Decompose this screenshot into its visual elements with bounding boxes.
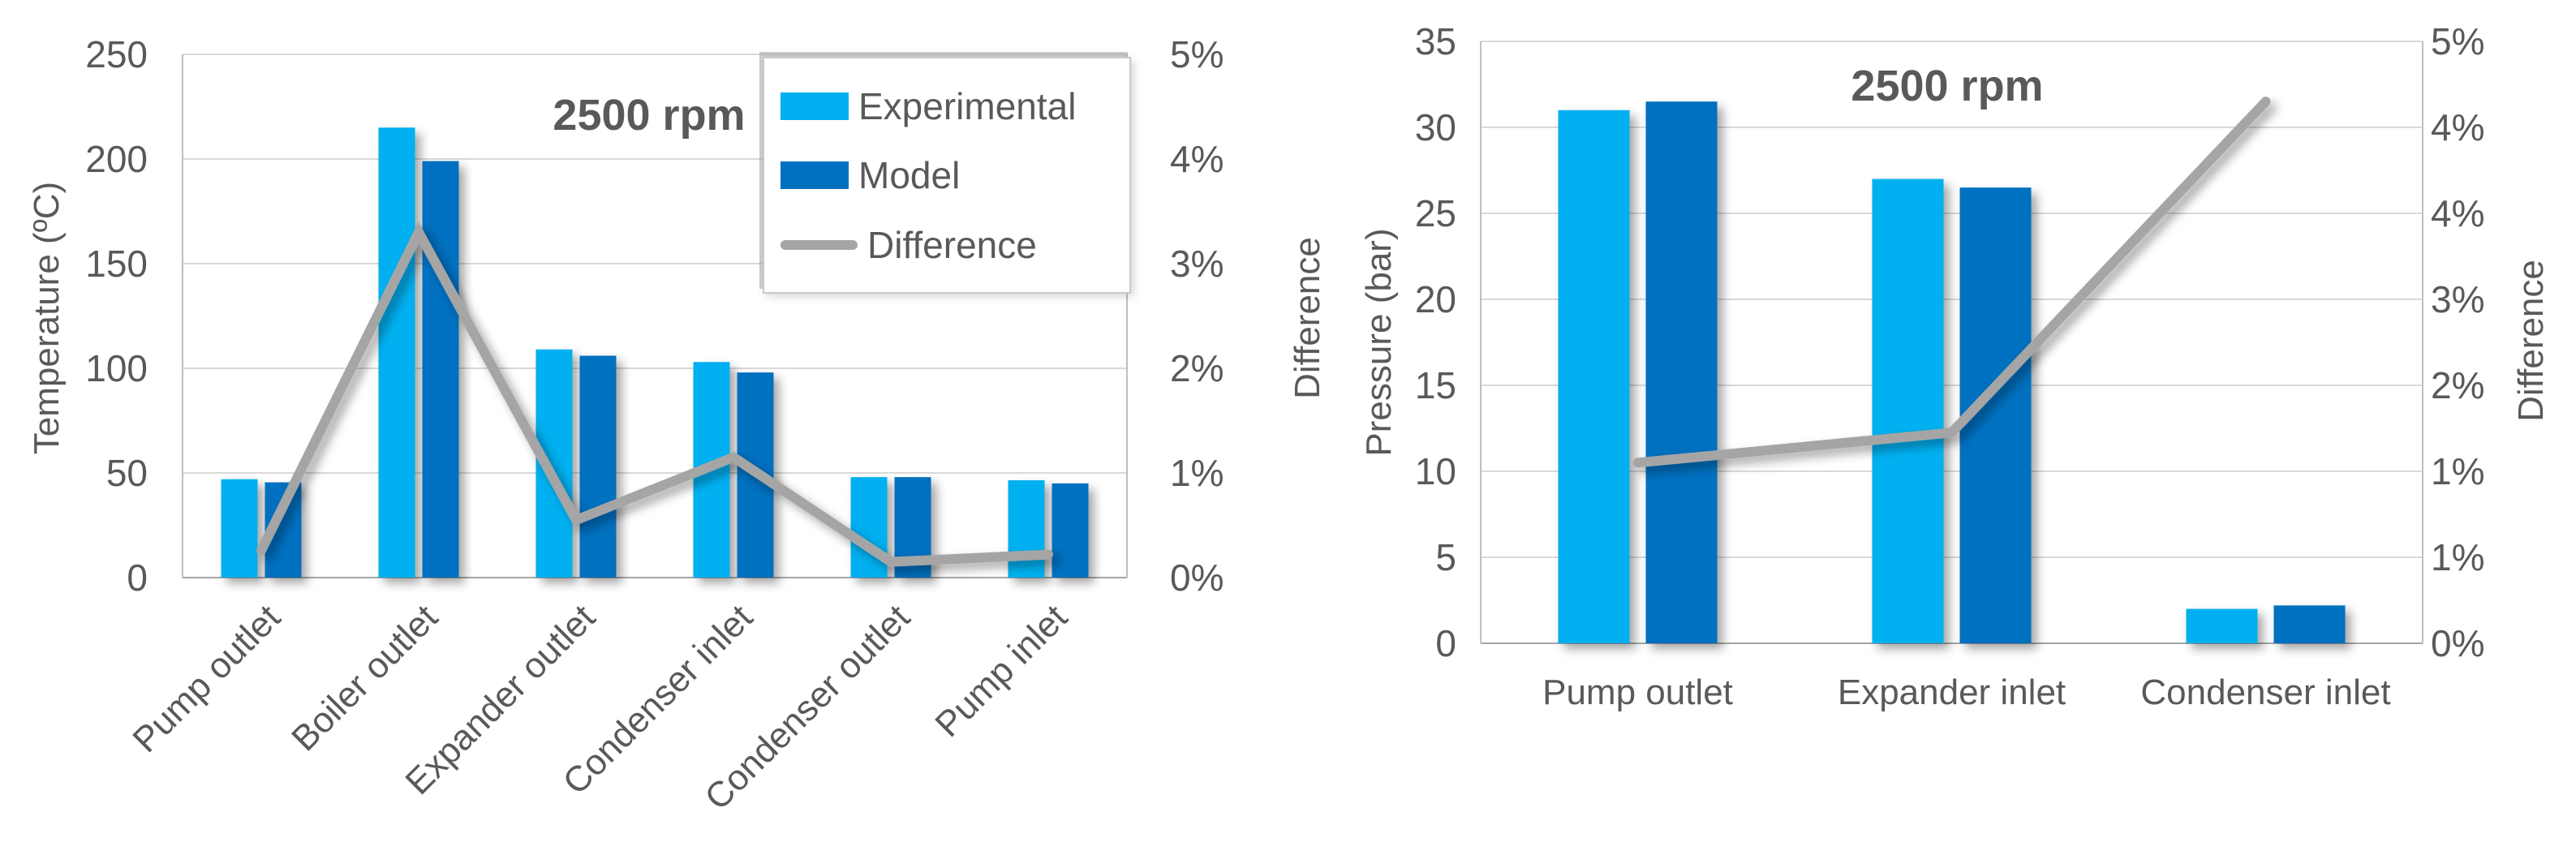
difference-swatch-icon	[781, 239, 858, 250]
right-y2-axis-title: Difference	[2511, 260, 2551, 422]
right-chart-title: 2500 rpm	[1851, 62, 2044, 110]
bar-model-condenser-inlet	[2273, 605, 2346, 643]
left-chart-title: 2500 rpm	[553, 91, 746, 140]
y2-tick-label: 1%	[2431, 536, 2484, 578]
bar-experimental-expander-inlet	[1872, 178, 1944, 644]
bar-experimental-boiler-outlet	[378, 127, 415, 578]
y2-tick-label: 1%	[2431, 450, 2484, 492]
y-tick-label: 200	[85, 138, 148, 180]
difference-line	[256, 221, 1053, 567]
left-y2-axis-title: Difference	[1288, 237, 1327, 399]
bar-experimental-pump-outlet	[221, 479, 258, 578]
y-tick-label: 0	[127, 556, 148, 599]
y2-tick-label: 3%	[2431, 278, 2484, 320]
category-labels: Pump outlet Expander inlet Condenser inlet	[1542, 672, 2391, 712]
y2-tick-label: 5%	[1170, 33, 1223, 75]
pressure-2500rpm-group: 0 0% 5 1% 10 1% 15 2% 20 3% 25 4% 30 4% 35 5% Pump outle…	[1415, 20, 2485, 712]
y-tick-label: 0	[1435, 622, 1456, 664]
y2-tick-label: 0%	[1170, 556, 1223, 599]
y-tick-label: 250	[85, 33, 148, 75]
y-tick-label: 150	[85, 243, 148, 285]
y2-tick-label: 2%	[1170, 347, 1223, 389]
legend-label-difference: Difference	[867, 223, 1037, 266]
bar-model-pump-inlet	[1051, 483, 1089, 578]
legend: Experimental Model Difference	[763, 57, 1131, 294]
category-label-pump-outlet: Pump outlet	[125, 597, 288, 760]
legend-label-experimental: Experimental	[858, 84, 1077, 127]
legend-item-difference: Difference	[781, 223, 1129, 267]
bar-experimental-condenser-inlet	[2186, 608, 2258, 643]
y2-tick-label: 4%	[2431, 192, 2484, 234]
category-label-condenser-inlet: Condenser inlet	[2140, 672, 2390, 712]
y-tick-label: 15	[1415, 364, 1456, 406]
bars-model	[1645, 101, 2346, 643]
category-label-expander-inlet: Expander inlet	[1838, 672, 2066, 712]
y-tick-label: 20	[1415, 278, 1456, 320]
y2-tick-label: 5%	[2431, 20, 2484, 62]
y-tick-label: 30	[1415, 106, 1456, 148]
y-tick-label: 50	[106, 452, 148, 494]
category-label-pump-inlet: Pump inlet	[927, 597, 1075, 745]
y2-tick-label: 0%	[2431, 622, 2484, 664]
difference-line	[1632, 97, 2271, 468]
legend-label-model: Model	[858, 154, 961, 196]
gridlines	[1481, 41, 2423, 644]
y-tick-label: 25	[1415, 192, 1456, 234]
bar-experimental-condenser-outlet	[850, 477, 888, 578]
category-label-pump-outlet: Pump outlet	[1542, 672, 1733, 712]
y-tick-label: 35	[1415, 20, 1456, 62]
y2-tick-label: 1%	[1170, 452, 1223, 494]
model-swatch-icon	[781, 161, 849, 189]
y-tick-label: 100	[85, 347, 148, 389]
left-y-axis-title: Temperature (ºC)	[27, 181, 67, 455]
bars-experimental	[1558, 110, 2258, 644]
y-tick-label: 10	[1415, 450, 1456, 492]
bar-model-expander-outlet	[579, 355, 617, 578]
legend-item-model: Model	[781, 153, 1129, 197]
bar-experimental-pump-outlet	[1558, 110, 1630, 644]
bar-model-pump-outlet	[1645, 101, 1718, 643]
y2-tick-label: 4%	[1170, 138, 1223, 180]
right-y-axis-title: Pressure (bar)	[1359, 228, 1399, 457]
legend-item-experimental: Experimental	[781, 84, 1129, 128]
y2-tick-label: 4%	[2431, 106, 2484, 148]
y-tick-label: 5	[1435, 536, 1456, 578]
category-label-boiler-outlet: Boiler outlet	[284, 597, 445, 758]
experimental-swatch-icon	[781, 92, 849, 120]
bar-model-boiler-outlet	[422, 161, 459, 578]
y2-tick-label: 3%	[1170, 243, 1223, 285]
y2-tick-label: 2%	[2431, 364, 2484, 406]
gridlines	[183, 54, 1127, 578]
bar-experimental-pump-inlet	[1008, 480, 1045, 578]
